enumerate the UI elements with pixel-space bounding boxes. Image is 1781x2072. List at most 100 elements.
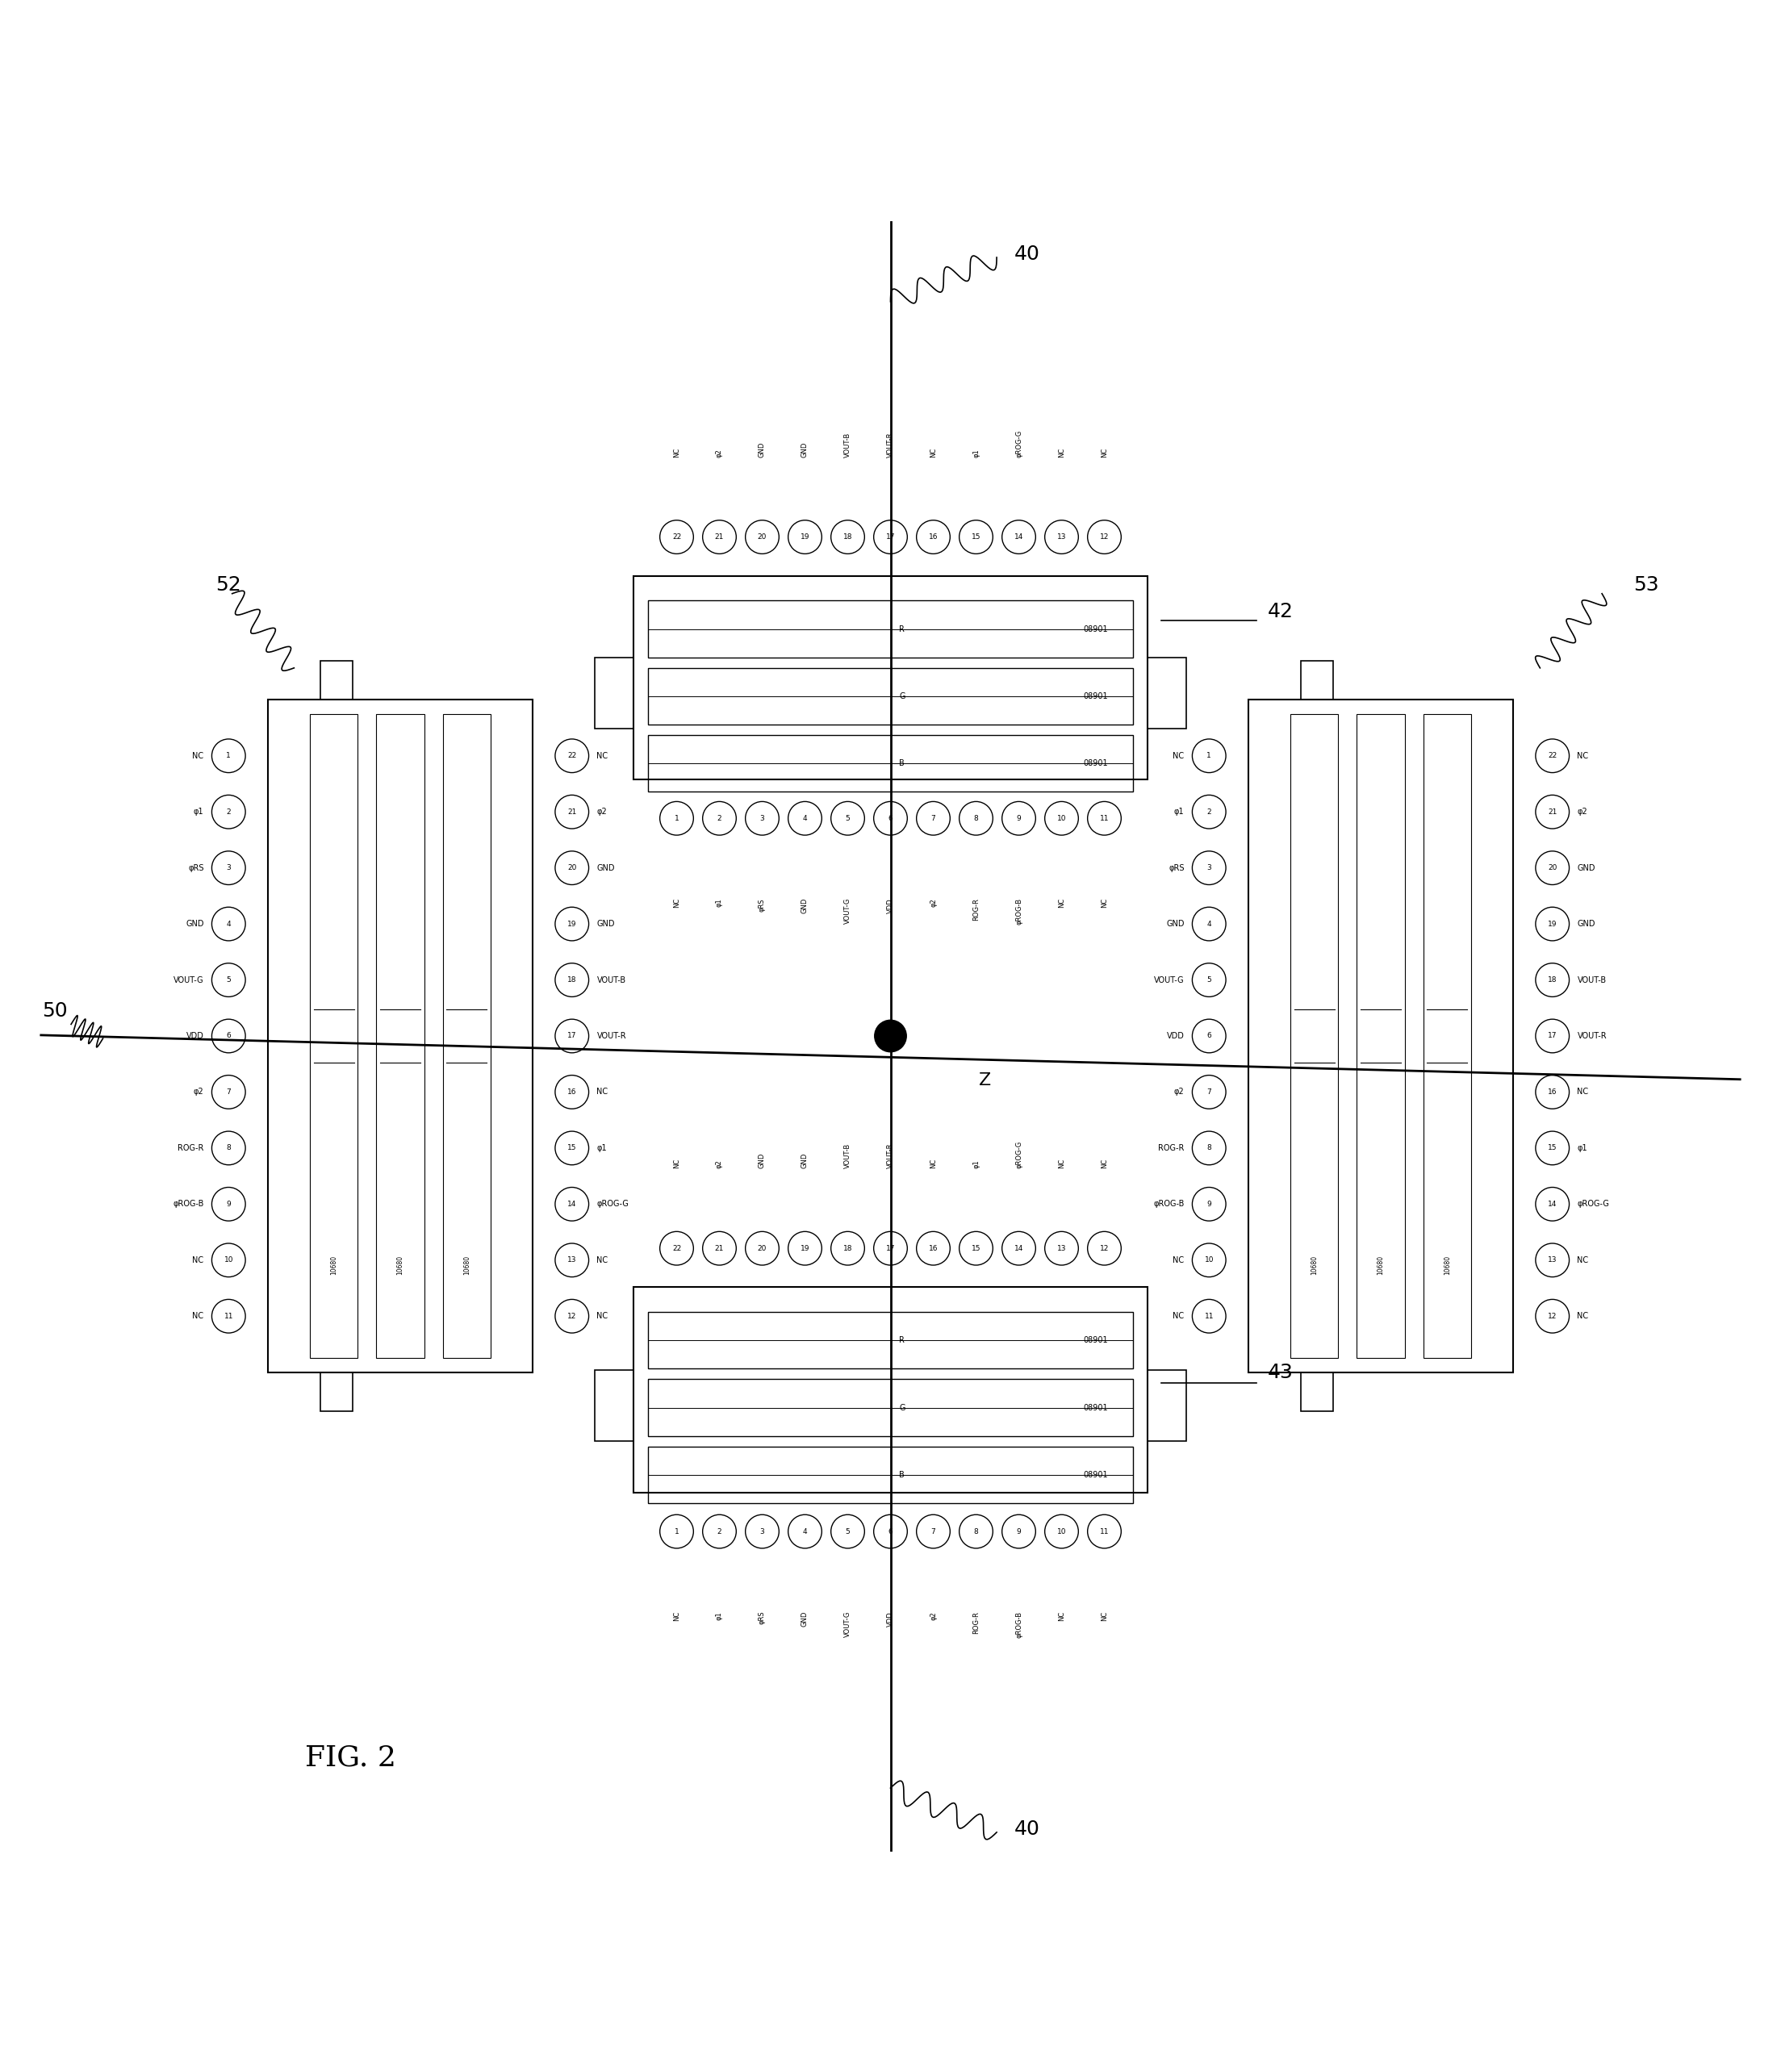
Text: GND: GND [1578,920,1596,928]
Bar [648,736,1133,792]
Text: VOUT-G: VOUT-G [844,897,851,924]
Text: VOUT-B: VOUT-B [844,433,851,458]
Text: NC: NC [1578,1312,1589,1320]
Text: 17: 17 [885,1245,896,1251]
Text: ROG-R: ROG-R [178,1144,203,1152]
Text: φROG-G: φROG-G [1578,1200,1610,1208]
Text: 13: 13 [568,1256,577,1264]
Text: NC: NC [930,448,937,458]
Bar [1147,1370,1186,1442]
Text: φ1: φ1 [972,1160,980,1169]
Text: 21: 21 [714,1245,725,1251]
Text: NC: NC [1058,448,1065,458]
Text: 12: 12 [1548,1312,1557,1320]
Text: NC: NC [192,1256,203,1264]
Bar [595,1370,634,1442]
Text: GND: GND [759,1154,766,1169]
Bar [321,661,353,700]
Bar [648,1446,1133,1502]
Text: VDD: VDD [887,1612,894,1627]
Text: 5: 5 [226,976,232,984]
Text: 20: 20 [757,533,768,541]
Text: 13: 13 [1548,1256,1557,1264]
Text: 10: 10 [1056,1527,1067,1535]
Text: φ1: φ1 [194,808,203,816]
Bar [310,715,358,1357]
Text: 18: 18 [1548,976,1557,984]
Text: NC: NC [1058,1612,1065,1620]
Bar [1423,715,1471,1357]
Text: VOUT-G: VOUT-G [173,976,203,984]
Text: φROG-B: φROG-B [1154,1200,1184,1208]
Text: 1: 1 [226,752,232,760]
Text: GND: GND [185,920,203,928]
Text: 52: 52 [216,576,242,595]
Text: GND: GND [801,1154,809,1169]
Text: φ2: φ2 [716,450,723,458]
Text: NC: NC [1174,752,1184,760]
Text: 15: 15 [568,1144,577,1152]
Text: NC: NC [673,1612,680,1620]
Text: FIG. 2: FIG. 2 [305,1745,395,1772]
Text: 08901: 08901 [1083,760,1108,767]
Text: 6: 6 [889,1527,892,1535]
Text: 5: 5 [846,814,850,823]
Bar [1302,1372,1332,1411]
Text: 19: 19 [568,920,577,928]
Text: φROG-B: φROG-B [1015,897,1022,924]
Text: φ2: φ2 [930,1612,937,1620]
Text: 2: 2 [226,808,232,816]
Text: 08901: 08901 [1083,1403,1108,1411]
Text: 10680: 10680 [329,1256,338,1274]
Text: 42: 42 [1268,601,1293,622]
Text: 10680: 10680 [1311,1256,1318,1274]
Text: 40: 40 [1015,1819,1040,1838]
Text: VOUT-B: VOUT-B [844,1144,851,1169]
Text: 3: 3 [760,814,764,823]
Text: 14: 14 [568,1200,577,1208]
Text: GND: GND [597,864,614,872]
Text: B: B [899,760,905,767]
Text: φ1: φ1 [716,1612,723,1620]
Text: 10680: 10680 [397,1256,404,1274]
Text: NC: NC [1101,1158,1108,1169]
Text: 40: 40 [1015,244,1040,263]
Text: 9: 9 [226,1200,232,1208]
Text: 11: 11 [1204,1312,1213,1320]
Text: 12: 12 [1099,1245,1110,1251]
Text: 9: 9 [1208,1200,1211,1208]
Text: GND: GND [1167,920,1184,928]
Text: VOUT-B: VOUT-B [1578,976,1606,984]
Text: 08901: 08901 [1083,1471,1108,1479]
Text: 10680: 10680 [1377,1256,1384,1274]
Text: 7: 7 [226,1088,232,1096]
Text: 10: 10 [1204,1256,1213,1264]
Text: GND: GND [801,1612,809,1627]
Text: 13: 13 [1056,1245,1067,1251]
Text: GND: GND [759,441,766,458]
Text: R: R [899,626,905,634]
Text: 18: 18 [842,1245,853,1251]
Text: 08901: 08901 [1083,1336,1108,1345]
Text: 20: 20 [757,1245,768,1251]
Text: R: R [899,1336,905,1345]
Text: 21: 21 [568,808,577,816]
Bar [634,1287,1147,1492]
Text: ROG-R: ROG-R [1158,1144,1184,1152]
Text: VOUT-R: VOUT-R [887,431,894,458]
Text: φ2: φ2 [1174,1088,1184,1096]
Text: G: G [899,692,905,700]
Text: 10680: 10680 [1443,1256,1452,1274]
Text: 4: 4 [1208,920,1211,928]
Text: φRS: φRS [759,897,766,912]
Text: 7: 7 [931,814,935,823]
Text: B: B [899,1471,905,1479]
Text: NC: NC [1174,1312,1184,1320]
Text: 9: 9 [1017,814,1021,823]
Text: φ2: φ2 [597,808,607,816]
Text: φRS: φRS [1168,864,1184,872]
Text: VDD: VDD [1167,1032,1184,1040]
Bar [1248,700,1514,1372]
Text: φROG-G: φROG-G [597,1200,629,1208]
Text: φ1: φ1 [1578,1144,1587,1152]
